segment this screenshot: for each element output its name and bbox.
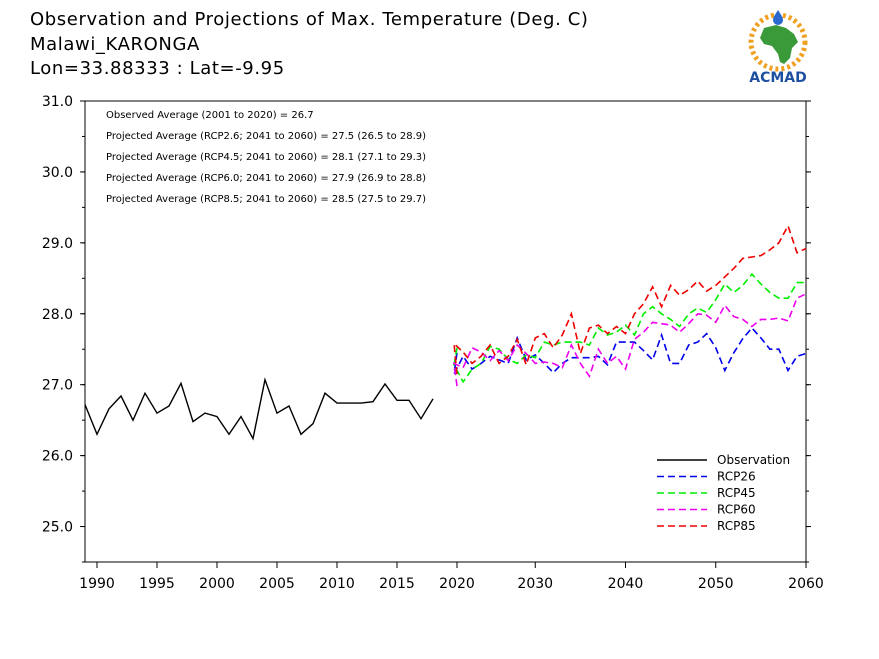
y-tick-label: 25.0	[42, 520, 73, 536]
x-tick-label: 2030	[517, 576, 553, 592]
y-tick-label: 26.0	[42, 449, 73, 465]
acmad-logo: ACMAD	[748, 10, 808, 86]
x-tick-label: 2000	[199, 576, 235, 592]
annotation-line: Observed Average (2001 to 2020) = 26.7	[106, 110, 314, 121]
y-axis: 25.0 26.0 27.0 28.0 29.0 30.0 31.0	[42, 94, 811, 563]
legend-label: RCP85	[717, 519, 756, 533]
series-line-rcp26	[453, 326, 807, 375]
africa-map-icon	[760, 25, 798, 64]
series-line-rcp85	[452, 223, 807, 375]
annotations: Observed Average (2001 to 2020) = 26.7 Pr…	[106, 110, 426, 205]
y-tick-label: 28.0	[42, 307, 73, 323]
series-line-rcp60	[453, 293, 807, 387]
x-tick-label: 2040	[608, 576, 644, 592]
legend-label: RCP45	[717, 486, 756, 500]
legend-label: Observation	[717, 453, 790, 467]
legend-label: RCP60	[717, 503, 756, 517]
water-drop-icon	[773, 10, 783, 25]
series-line-observation	[84, 377, 434, 441]
series-line-rcp45	[453, 272, 806, 384]
annotation-line: Projected Average (RCP4.5; 2041 to 2060)…	[106, 152, 426, 163]
y-tick-label: 27.0	[42, 378, 73, 394]
x-tick-label: 1990	[79, 576, 115, 592]
x-tick-label: 1995	[139, 576, 175, 592]
x-tick-label: 2050	[698, 576, 734, 592]
plot-frame	[84, 100, 807, 563]
annotation-line: Projected Average (RCP2.6; 2041 to 2060)…	[106, 131, 426, 142]
y-tick-label: 30.0	[42, 165, 73, 181]
annotation-line: Projected Average (RCP6.0; 2041 to 2060)…	[106, 173, 426, 184]
x-tick-label: 2005	[259, 576, 295, 592]
y-tick-label: 29.0	[42, 236, 73, 252]
y-tick-label: 31.0	[42, 94, 73, 110]
legend-label: RCP26	[717, 470, 756, 484]
x-tick-label: 2060	[788, 576, 824, 592]
logo-text: ACMAD	[749, 70, 807, 86]
x-tick-label: 2015	[379, 576, 415, 592]
series-layer	[84, 223, 807, 441]
chart-title: Observation and Projections of Max. Temp…	[30, 9, 589, 30]
legend: Observation RCP26 RCP45 RCP60 RCP85	[657, 453, 790, 533]
x-tick-label: 2010	[319, 576, 355, 592]
chart-subtitle-location: Malawi_KARONGA	[30, 34, 200, 55]
chart-subtitle-coordinates: Lon=33.88333 : Lat=-9.95	[30, 58, 285, 79]
annotation-line: Projected Average (RCP8.5; 2041 to 2060)…	[106, 194, 426, 205]
x-tick-label: 2020	[439, 576, 475, 592]
x-axis: 1990 1995 2000 2005 2010 2015 2020 2030 2040 2050…	[79, 562, 824, 592]
